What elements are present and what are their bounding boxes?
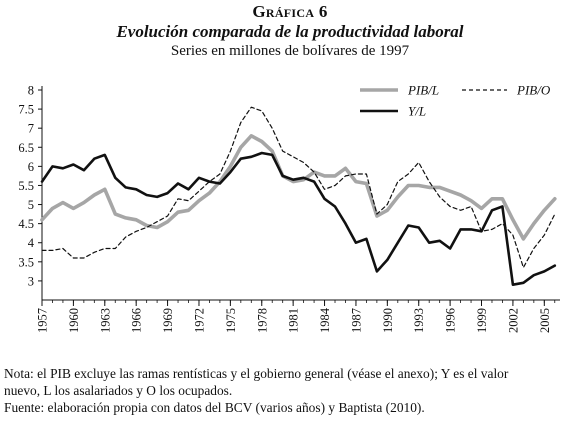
y-tick-label: 3.5 (18, 255, 34, 269)
axes: 3 3.5 4 4.5 5 5.5 6 6.5 7 7.5 8 1957 1960 1963 1966 196… (18, 84, 560, 333)
y-tick-label: 4 (28, 236, 35, 250)
x-tick-label: 1990 (381, 308, 395, 333)
x-tick-label: 1957 (36, 308, 50, 333)
y-tick-label: 8 (28, 84, 34, 98)
figure-label: Gráfica 6 (252, 2, 328, 21)
legend-label: PIB/O (516, 83, 551, 98)
x-tick-label: 1999 (475, 308, 489, 333)
x-tick-label: 1969 (161, 308, 175, 333)
notes: Nota: el PIB excluye las ramas rentístic… (4, 365, 578, 416)
series-line-y-l (40, 151, 557, 286)
x-tick-label: 1975 (224, 308, 238, 333)
series-lines (40, 106, 557, 286)
y-tick-label: 7.5 (18, 103, 34, 117)
x-tick-label: 1981 (287, 308, 301, 333)
x-tick-label: 2002 (506, 308, 520, 333)
y-tick-label: 7 (28, 122, 34, 136)
x-tick-label: 1966 (130, 308, 144, 333)
legend: PIB/L PIB/O Y/L (360, 83, 551, 119)
x-tick-label: 1987 (349, 308, 363, 333)
note-line-2: nuevo, L los asalariados y O los ocupado… (4, 383, 233, 398)
note-line-1: Nota: el PIB excluye las ramas rentístic… (4, 366, 509, 381)
series-line-pib-o (41, 106, 556, 269)
x-tick-label: 1960 (67, 308, 81, 333)
y-tick-label: 3 (28, 274, 34, 288)
x-tick-label: 1978 (255, 308, 269, 333)
legend-label: PIB/L (407, 83, 439, 98)
source-line: Fuente: elaboración propia con datos del… (4, 400, 425, 415)
x-tick-label: 1984 (318, 307, 332, 333)
y-tick-label: 5 (28, 198, 34, 212)
x-tick-label: 2005 (538, 308, 552, 333)
x-tick-label: 1972 (192, 308, 206, 333)
chart-header: Gráfica 6 Evolución comparada de la prod… (0, 2, 580, 61)
productivity-line-chart: 3 3.5 4 4.5 5 5.5 6 6.5 7 7.5 8 1957 1960 1963 1966 196… (18, 83, 560, 333)
y-tick-label: 4.5 (18, 217, 34, 231)
x-tick-label: 1996 (444, 308, 458, 333)
x-tick-label: 1993 (412, 308, 426, 333)
series-line-pib-l (40, 133, 557, 241)
x-tick-label: 1963 (98, 308, 112, 333)
y-tick-label: 6.5 (18, 141, 34, 155)
chart-title: Evolución comparada de la productividad … (116, 22, 464, 41)
legend-label: Y/L (408, 104, 426, 119)
y-tick-label: 6 (28, 160, 34, 174)
chart-subtitle: Series en millones de bolívares de 1997 (170, 43, 410, 59)
y-tick-label: 5.5 (18, 179, 34, 193)
